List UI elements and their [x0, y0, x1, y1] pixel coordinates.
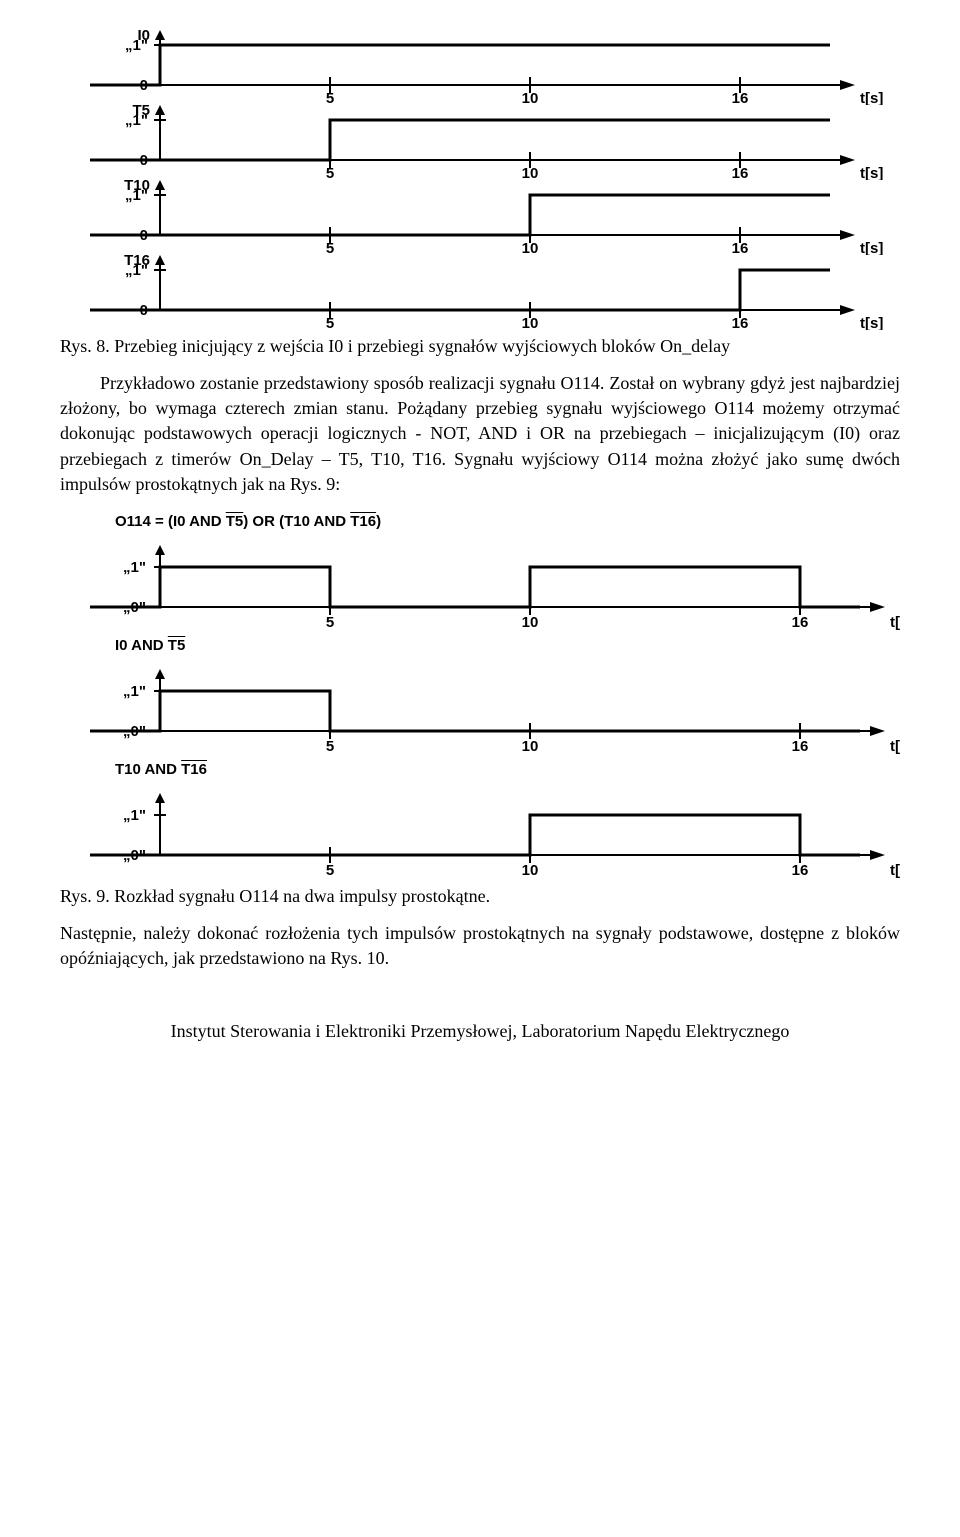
paragraph-2: Następnie, należy dokonać rozłożenia tyc…: [60, 921, 900, 971]
svg-text:5: 5: [326, 738, 334, 755]
svg-text:10: 10: [522, 165, 539, 180]
svg-text:16: 16: [792, 614, 809, 631]
svg-text:16: 16: [792, 738, 809, 755]
svg-text:10: 10: [522, 614, 539, 631]
chart-T16: T16 „1" 0 51016 t[s]: [60, 255, 900, 330]
svg-text:16: 16: [732, 165, 749, 180]
svg-text:0: 0: [140, 152, 148, 169]
svg-text:16: 16: [792, 862, 809, 879]
svg-text:„1": „1": [125, 112, 148, 129]
svg-text:t[s]: t[s]: [890, 738, 900, 755]
svg-text:„1": „1": [125, 37, 148, 54]
svg-text:10: 10: [522, 90, 539, 105]
svg-text:„1": „1": [123, 683, 146, 700]
svg-text:„1": „1": [125, 262, 148, 279]
svg-text:t[s]: t[s]: [890, 614, 900, 631]
svg-text:5: 5: [326, 862, 334, 879]
svg-text:5: 5: [326, 165, 334, 180]
svg-text:„0": „0": [123, 599, 146, 616]
footer-text: Instytut Sterowania i Elektroniki Przemy…: [60, 1021, 900, 1042]
svg-text:t[s]: t[s]: [860, 90, 883, 105]
figure-9-caption: Rys. 9. Rozkład sygnału O114 na dwa impu…: [60, 886, 900, 907]
svg-text:„1": „1": [123, 807, 146, 824]
svg-text:„1": „1": [125, 187, 148, 204]
chart-I0: I0 „1" 0 51016 t[s]: [60, 30, 900, 105]
figure-8-caption: Rys. 8. Przebieg inicjujący z wejścia I0…: [60, 336, 900, 357]
svg-text:5: 5: [326, 315, 334, 330]
svg-text:„1": „1": [123, 559, 146, 576]
bottom-timing-charts: O114 = (I0 AND T5) OR (T10 AND T16) „1" …: [60, 513, 900, 880]
svg-text:t[s]: t[s]: [860, 315, 883, 330]
pulse-chart-0: „1" „0" 5 10 16 t[s]: [60, 522, 900, 632]
svg-text:t[s]: t[s]: [860, 240, 883, 255]
svg-text:10: 10: [522, 862, 539, 879]
chart-T10: T10 „1" 0 51016 t[s]: [60, 180, 900, 255]
chart-T5: T5 „1" 0 51016 t[s]: [60, 105, 900, 180]
pulse-chart-1: „1" „0" 5 10 16 t[s]: [60, 646, 900, 756]
svg-text:„0": „0": [123, 723, 146, 740]
svg-text:10: 10: [522, 315, 539, 330]
svg-text:5: 5: [326, 240, 334, 255]
paragraph-1: Przykładowo zostanie przedstawiony sposó…: [60, 371, 900, 497]
svg-text:10: 10: [522, 738, 539, 755]
svg-text:0: 0: [140, 77, 148, 94]
pulse-chart-2: „1" „0" 5 10 16 t[s]: [60, 770, 900, 880]
svg-text:16: 16: [732, 240, 749, 255]
top-timing-charts: I0 „1" 0 51016 t[s] T5 „1" 0 51016 t[s]: [60, 30, 900, 330]
svg-text:16: 16: [732, 90, 749, 105]
svg-text:„0": „0": [123, 847, 146, 864]
svg-text:5: 5: [326, 614, 334, 631]
svg-text:t[s]: t[s]: [860, 165, 883, 180]
svg-text:5: 5: [326, 90, 334, 105]
svg-text:0: 0: [140, 302, 148, 319]
svg-text:16: 16: [732, 315, 749, 330]
svg-text:0: 0: [140, 227, 148, 244]
svg-text:t[s]: t[s]: [890, 862, 900, 879]
svg-text:10: 10: [522, 240, 539, 255]
